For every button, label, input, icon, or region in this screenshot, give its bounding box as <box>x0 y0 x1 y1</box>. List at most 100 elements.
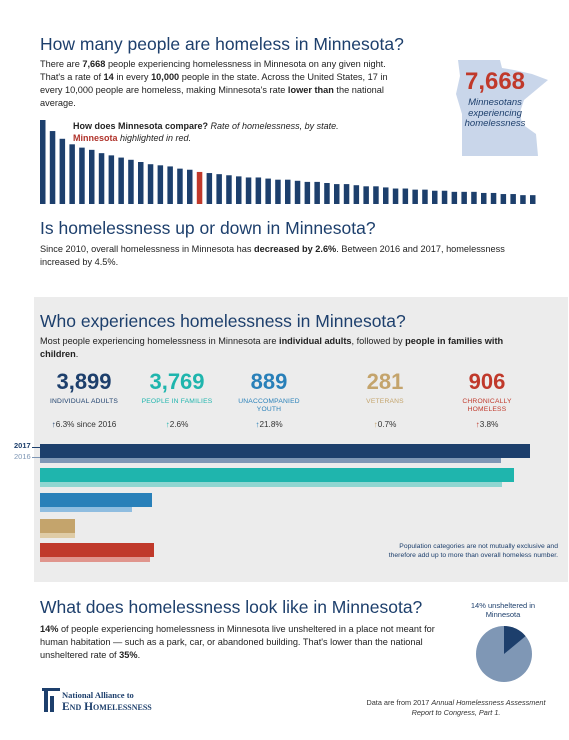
year-2016-label: 2016 <box>14 452 31 461</box>
state-bar <box>108 155 115 204</box>
state-bar <box>98 153 105 204</box>
section2-paragraph: Since 2010, overall homelessness in Minn… <box>40 244 505 267</box>
state-bar <box>255 177 262 204</box>
state-bar <box>324 183 330 204</box>
state-bar <box>334 184 340 204</box>
state-bar <box>353 185 360 204</box>
stat-label: UNACCOMPANIED YOUTH <box>238 398 300 413</box>
year-2017-tick <box>32 447 40 448</box>
stat-change-text: 0.7% <box>377 420 397 429</box>
state-bar <box>49 131 56 204</box>
state-bar <box>294 180 301 204</box>
state-bar <box>392 188 399 204</box>
stat-change-text: 2.6% <box>169 420 189 429</box>
bar-2017 <box>40 519 76 533</box>
state-bar <box>177 168 183 204</box>
state-bar <box>206 173 213 204</box>
up-arrow-icon: ↑ <box>373 420 378 429</box>
up-arrow-icon: ↑ <box>51 420 56 429</box>
up-arrow-icon: ↑ <box>165 420 170 429</box>
state-bar <box>216 174 222 204</box>
state-bar <box>481 192 487 204</box>
state-bar <box>471 191 477 204</box>
bar-2017 <box>40 468 514 482</box>
section3-background <box>34 297 568 582</box>
state-bar <box>187 169 193 204</box>
stat-label: VETERANS <box>366 398 404 405</box>
state-bar <box>500 194 507 204</box>
stat-number: 906 <box>468 369 506 394</box>
minnesota-map <box>456 60 548 156</box>
state-bar <box>373 186 379 204</box>
minnesota-bar <box>196 171 203 204</box>
stat-number: 281 <box>366 369 404 394</box>
bar-2016 <box>40 533 76 538</box>
bar-2017 <box>40 444 530 458</box>
section4-paragraph: 14% of people experiencing homelessness … <box>40 624 435 660</box>
stat-number: 3,769 <box>149 369 205 394</box>
chart-title: How does Minnesota compare? Rate of home… <box>73 121 339 143</box>
state-bar <box>461 191 467 204</box>
state-bar <box>510 194 516 204</box>
bar-2017 <box>40 543 154 557</box>
section1-paragraph: There are 7,668 people experiencing home… <box>40 59 388 108</box>
state-bar <box>128 159 134 204</box>
bar-2016 <box>40 507 132 512</box>
stat-change-text: 3.8% <box>479 420 499 429</box>
state-bar <box>363 186 369 204</box>
alliance-logo-icon <box>42 688 60 712</box>
stat-label: CHRONICALLY HOMELESS <box>462 398 512 413</box>
state-bar <box>157 165 164 204</box>
state-bar <box>520 195 526 204</box>
state-bar <box>314 181 320 204</box>
state-bar <box>236 176 242 204</box>
stat-change: ↑0.7% <box>335 420 435 429</box>
state-bar <box>245 177 252 204</box>
year-2017-label: 2017 <box>14 441 31 450</box>
state-bar <box>40 120 46 204</box>
state-bar <box>89 149 95 204</box>
section4-heading: What does homelessness look like in Minn… <box>40 597 423 617</box>
state-bar <box>402 188 409 204</box>
state-bar <box>343 184 350 204</box>
pie-label: 14% unsheltered in Minnesota <box>470 601 536 619</box>
bar-2016 <box>40 458 501 463</box>
state-bar <box>265 178 271 204</box>
state-bar <box>432 190 438 204</box>
stat-change-text: 6.3% since 2016 <box>55 420 117 429</box>
state-bar <box>441 190 448 204</box>
bar-2017 <box>40 493 152 507</box>
state-bar <box>422 189 428 204</box>
state-bar <box>79 147 85 204</box>
state-rate-chart <box>40 120 536 204</box>
state-bar <box>167 166 173 204</box>
bar-2016 <box>40 557 150 562</box>
stat-change: ↑3.8% <box>437 420 537 429</box>
section1-heading: How many people are homeless in Minnesot… <box>40 34 404 54</box>
up-arrow-icon: ↑ <box>255 420 260 429</box>
state-bar <box>69 144 75 204</box>
state-bar <box>285 179 291 204</box>
stat-change-text: 21.8% <box>259 420 283 429</box>
up-arrow-icon: ↑ <box>475 420 480 429</box>
stat-label: PEOPLE IN FAMILIES <box>141 398 213 405</box>
stat-change: ↑2.6% <box>127 420 227 429</box>
state-bar <box>226 175 232 204</box>
unsheltered-pie <box>476 626 532 682</box>
state-bar <box>490 192 497 204</box>
state-bar <box>275 179 281 204</box>
state-bar <box>118 157 124 204</box>
year-2016-tick <box>32 457 40 458</box>
state-bar <box>383 187 389 204</box>
stat-number: 3,899 <box>56 369 112 394</box>
logo-line2: End Homelessness <box>62 701 152 713</box>
state-bar <box>412 189 418 204</box>
state-bar <box>304 181 311 204</box>
stat-number: 889 <box>250 369 288 394</box>
state-bar <box>451 191 458 204</box>
pie-unsheltered-slice <box>504 626 526 654</box>
stat-label: INDIVIDUAL ADULTS <box>49 398 119 405</box>
section2-heading: Is homelessness up or down in Minnesota? <box>40 218 376 238</box>
state-bar <box>147 164 154 204</box>
logo-line1: National Alliance to <box>62 690 134 700</box>
